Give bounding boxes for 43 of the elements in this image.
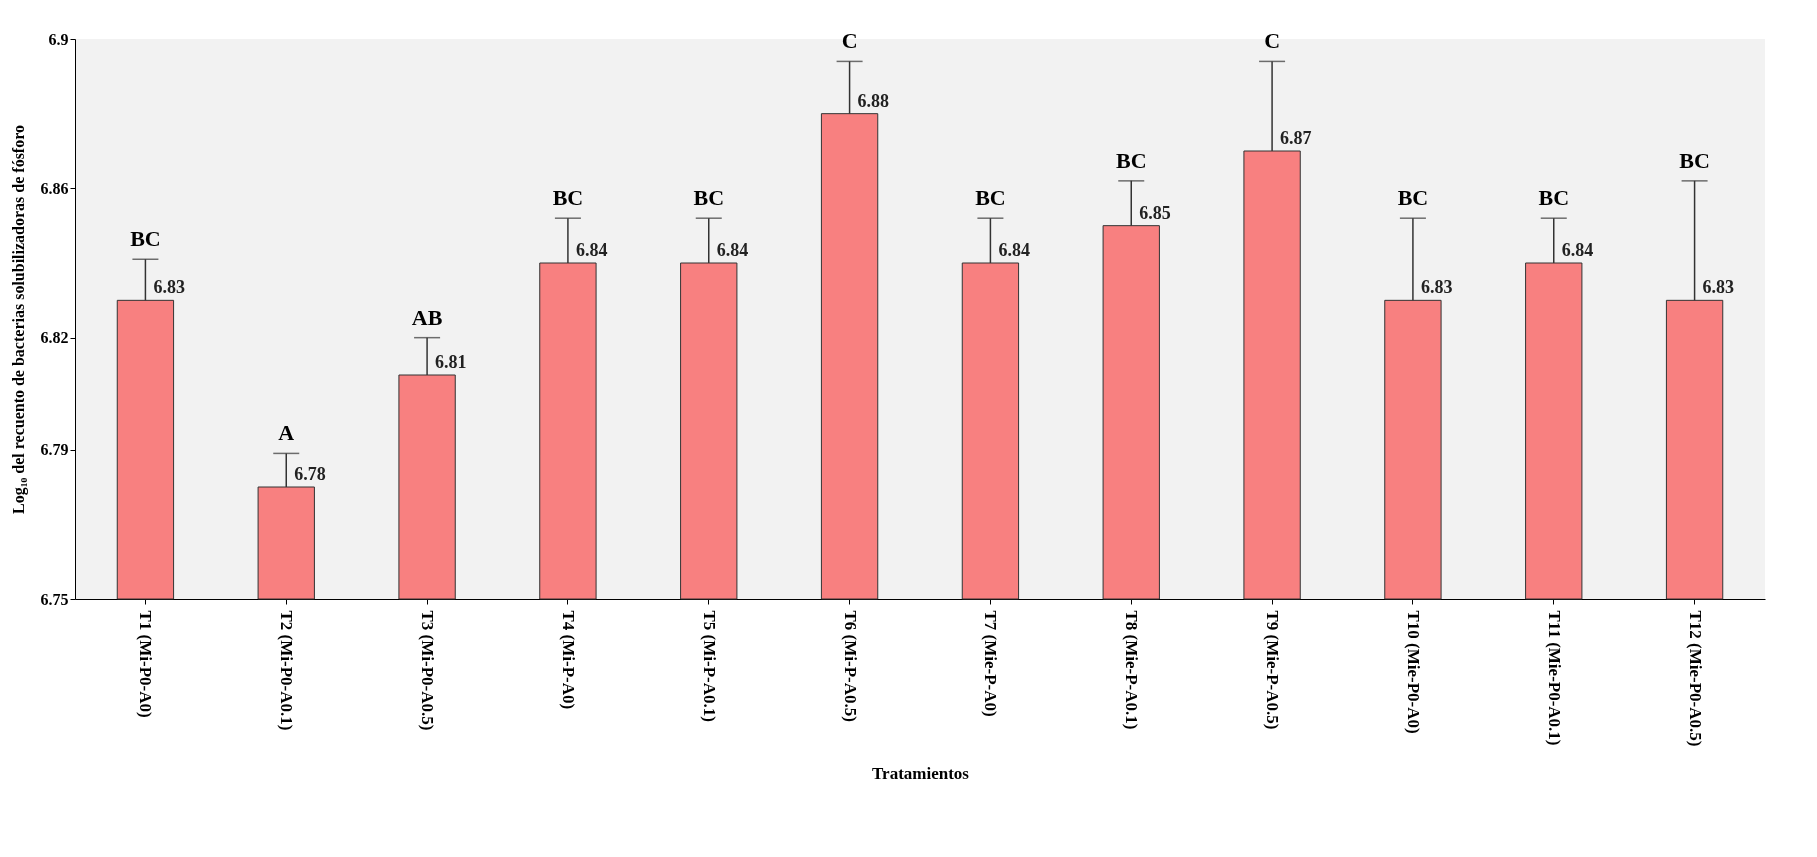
annotation: AB <box>411 304 443 330</box>
annotation: A <box>278 420 295 446</box>
x-tick-label: T3 (Mi-P0-A0.5) <box>418 610 438 731</box>
x-tick-label: T5 (Mi-P-A0.1) <box>699 610 719 722</box>
data-label: 6.85 <box>1139 202 1171 223</box>
data-label: 6.84 <box>1561 240 1594 260</box>
x-tick-label: T12 (Mie-P0-A0.5) <box>1685 610 1705 747</box>
annotation: BC <box>975 185 1006 211</box>
x-tick-label: T2 (Mi-P0-A0.1) <box>277 610 297 731</box>
data-label: 6.81 <box>435 352 467 372</box>
y-tick-label: 6.86 <box>40 179 69 197</box>
annotation: BC <box>1115 147 1147 173</box>
y-tick-label: 6.79 <box>40 441 69 459</box>
y-axis-title: Log₁₀ del recuento de bacterias solubilizadoras de fósforo <box>9 125 28 514</box>
data-label: 6.87 <box>1280 128 1312 148</box>
annotation: BC <box>552 185 584 211</box>
x-tick-label: T4 (Mi-P-A0) <box>558 610 578 710</box>
y-tick-label: 6.75 <box>40 590 69 608</box>
annotation: BC <box>1679 147 1710 173</box>
y-tick-label: 6.82 <box>40 329 69 347</box>
annotation: BC <box>1397 185 1429 211</box>
data-label: 6.88 <box>857 90 890 111</box>
annotation: BC <box>1538 185 1570 211</box>
data-label: 6.84 <box>716 240 749 260</box>
data-label: 6.78 <box>294 464 326 484</box>
data-label: 6.83 <box>1420 277 1453 298</box>
data-label: 6.84 <box>998 240 1030 260</box>
annotation: C <box>1264 28 1281 54</box>
data-label: 6.83 <box>1702 277 1735 298</box>
y-tick-label: 6.9 <box>48 30 69 48</box>
data-label: 6.83 <box>153 277 185 298</box>
x-tick-label: T9 (Mie-P-A0.5) <box>1263 610 1283 730</box>
data-label: 6.84 <box>575 240 608 260</box>
annotation: BC <box>693 185 725 211</box>
x-tick-label: T11 (Mie-P0-A0.1) <box>1544 610 1564 746</box>
x-tick-label: T6 (Mi-P-A0.5) <box>840 610 860 722</box>
x-tick-label: T8 (Mie-P-A0.1) <box>1122 610 1142 730</box>
x-axis-title: Tratamientos <box>872 764 970 784</box>
annotation: C <box>841 28 858 54</box>
x-tick-label: T1 (Mi-P0-A0) <box>136 610 156 718</box>
annotation: BC <box>130 226 161 252</box>
x-tick-label: T10 (Mie-P0-A0) <box>1403 610 1423 734</box>
x-tick-label: T7 (Mie-P-A0) <box>981 610 1001 717</box>
